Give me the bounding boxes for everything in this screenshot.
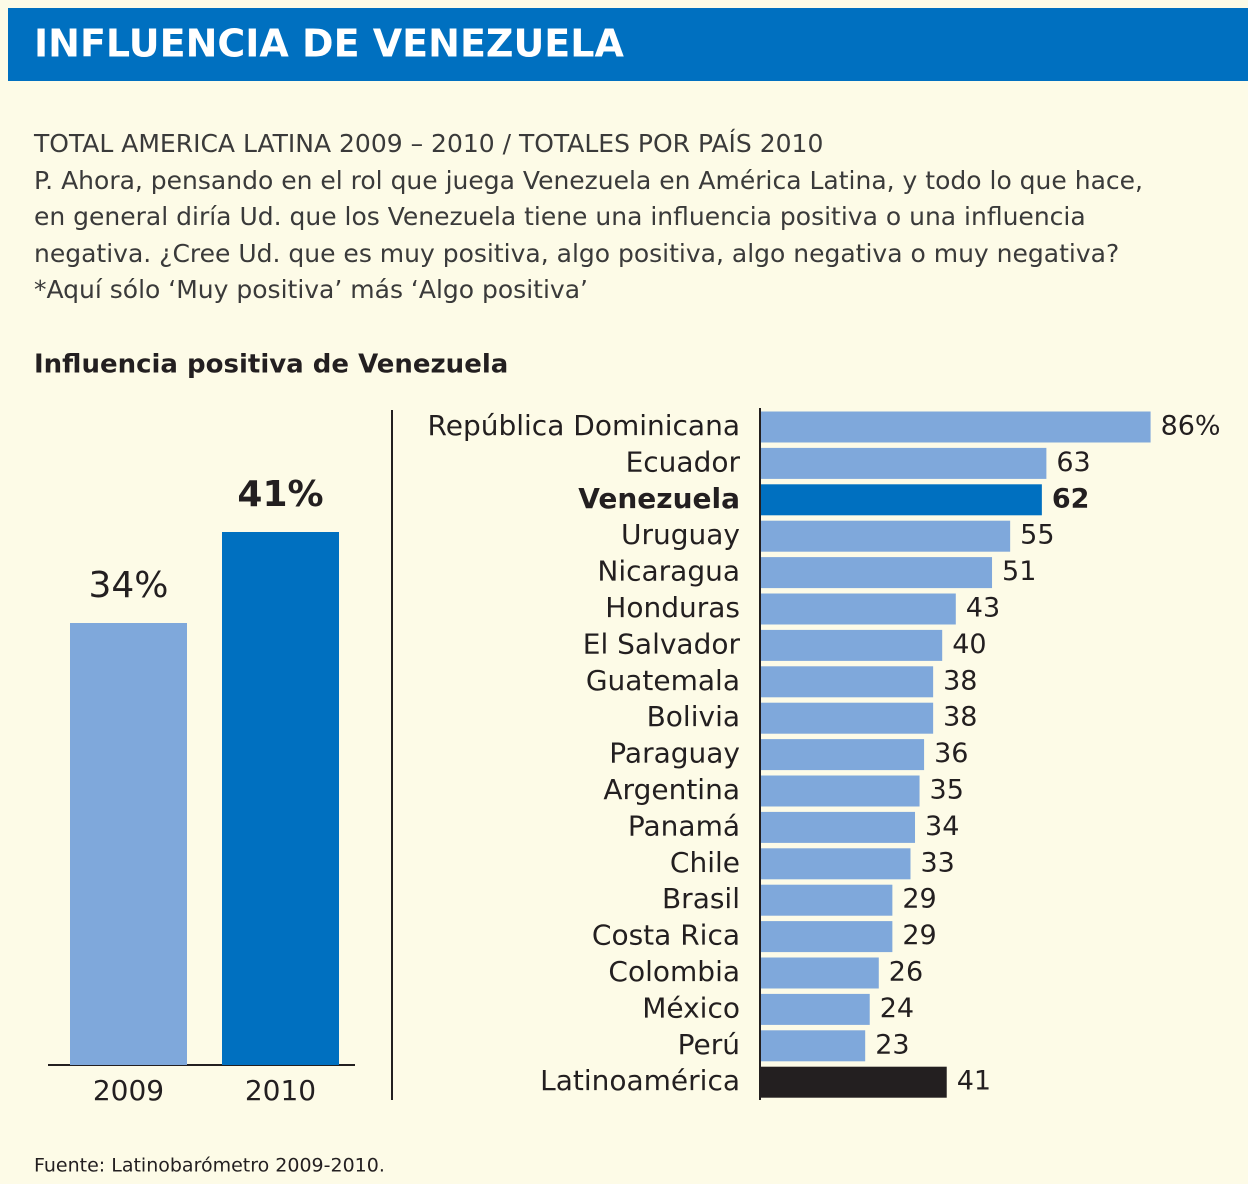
value-label: 34: [925, 811, 959, 842]
category-label: Bolivia: [647, 700, 740, 733]
bar: [761, 775, 920, 807]
intro-line: negativa. ¿Cree Ud. que es muy positiva,…: [34, 239, 1119, 268]
category-label: El Salvador: [583, 627, 741, 660]
header-title: INFLUENCIA DE VENEZUELA: [34, 22, 624, 66]
bar: [761, 666, 934, 698]
bar: [761, 484, 1042, 516]
category-label: Ecuador: [626, 445, 741, 478]
category-label: Latinoamérica: [540, 1064, 740, 1097]
category-label: Colombia: [608, 955, 740, 988]
bar: [761, 629, 943, 661]
value-label: 51: [1002, 556, 1036, 587]
bar: [761, 848, 911, 880]
value-label: 55: [1020, 520, 1054, 551]
bar: [761, 520, 1011, 552]
category-label: Argentina: [603, 773, 740, 806]
bar: [222, 532, 339, 1065]
value-label: 41: [957, 1066, 991, 1097]
bar: [70, 623, 187, 1065]
value-label: 35: [930, 775, 964, 806]
value-label: 23: [875, 1029, 909, 1060]
value-label: 38: [943, 665, 977, 696]
category-label: Nicaragua: [597, 555, 740, 588]
category-label: Honduras: [605, 591, 740, 624]
value-label: 40: [952, 629, 986, 660]
subtitle: TOTAL AMERICA LATINA 2009 – 2010 / TOTAL…: [33, 129, 823, 158]
category-label: Paraguay: [609, 737, 740, 770]
bar: [761, 702, 934, 734]
value-label: 86%: [1161, 411, 1221, 442]
bar: [761, 957, 879, 989]
value-label: 41%: [237, 474, 323, 515]
bar: [761, 1066, 947, 1098]
bar: [761, 411, 1151, 443]
source: Fuente: Latinobarómetro 2009-2010.: [34, 1155, 385, 1177]
value-label: 62: [1052, 483, 1090, 514]
category-label: Chile: [670, 846, 740, 879]
intro-line: P. Ahora, pensando en el rol que juega V…: [34, 166, 1143, 195]
bar: [761, 447, 1047, 479]
bar: [761, 811, 916, 843]
value-label: 63: [1056, 447, 1090, 478]
category-label: Costa Rica: [592, 919, 740, 952]
bar: [761, 993, 870, 1025]
category-label: Panamá: [628, 809, 740, 842]
value-label: 29: [902, 884, 936, 915]
category-label: Perú: [678, 1028, 740, 1061]
category-label: México: [642, 991, 740, 1024]
value-label: 34%: [88, 565, 168, 606]
bar: [761, 1030, 866, 1062]
bar: [761, 921, 893, 953]
bar: [761, 884, 893, 916]
intro-line: en general diría Ud. que los Venezuela t…: [34, 202, 1086, 231]
value-label: 36: [934, 738, 968, 769]
value-label: 38: [943, 702, 977, 733]
value-label: 29: [902, 920, 936, 951]
value-label: 33: [920, 847, 954, 878]
category-label: Uruguay: [621, 518, 740, 551]
intro-line: *Aquí sólo ‘Muy positiva’ más ‘Algo posi…: [34, 275, 588, 304]
value-label: 24: [880, 993, 914, 1024]
bar: [761, 557, 993, 589]
category-label: Brasil: [662, 882, 740, 915]
chart-title: Influencia positiva de Venezuela: [34, 350, 508, 380]
bar: [761, 739, 925, 771]
header-band: [8, 8, 1248, 81]
category-label: Guatemala: [586, 664, 740, 697]
category-label: República Dominicana: [428, 409, 740, 442]
value-label: 43: [966, 593, 1000, 624]
x-tick-label: 2009: [93, 1074, 164, 1107]
bar: [761, 593, 956, 625]
category-label: Venezuela: [578, 482, 740, 515]
x-tick-label: 2010: [245, 1074, 316, 1107]
value-label: 26: [889, 957, 923, 988]
